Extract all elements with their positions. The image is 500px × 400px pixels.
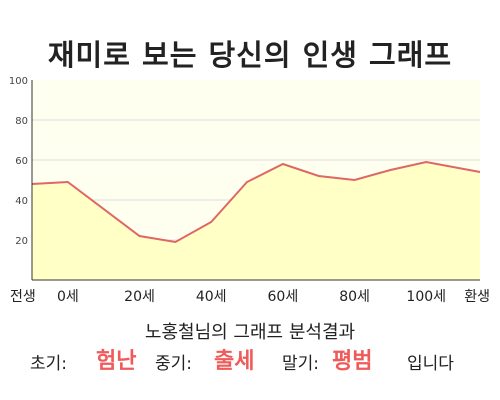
analysis-caption: 노홍철님의 그래프 분석결과 xyxy=(144,322,356,343)
middle-value: 출세 xyxy=(214,349,255,374)
life-area-fill xyxy=(32,162,480,280)
y-tick-label: 20 xyxy=(15,236,28,247)
y-tick-labels: 20 40 60 80 100 xyxy=(9,76,28,247)
x-tick-label: 60세 xyxy=(268,289,299,305)
x-tick-label: 전생 xyxy=(10,289,36,305)
analysis-result: 초기: 험난 중기: 출세 말기: 평범 입니다 xyxy=(0,345,500,381)
page-title: 재미로 보는 당신의 인생 그래프 xyxy=(47,38,453,72)
x-tick-label: 0세 xyxy=(57,289,79,305)
x-tick-label: 40세 xyxy=(196,289,227,305)
x-tick-label: 80세 xyxy=(339,289,370,305)
late-value: 평범 xyxy=(332,349,373,374)
x-tick-label: 환생 xyxy=(464,289,490,305)
middle-label: 중기: xyxy=(155,354,193,374)
early-value: 험난 xyxy=(96,349,137,374)
y-tick-label: 80 xyxy=(15,116,28,127)
x-tick-labels: 전생 0세 20세 40세 60세 80세 100세 환생 xyxy=(10,289,490,305)
y-tick-label: 60 xyxy=(15,156,28,167)
x-tick-label: 100세 xyxy=(406,289,446,305)
x-tick-label: 20세 xyxy=(124,289,155,305)
life-line xyxy=(31,160,481,244)
early-label: 초기: xyxy=(30,354,68,374)
y-tick-label: 40 xyxy=(15,196,28,207)
late-label: 말기: xyxy=(282,354,320,374)
result-ending: 입니다 xyxy=(407,354,454,374)
y-tick-label: 100 xyxy=(9,76,28,87)
life-graph-chart: 20 40 60 80 100 전생 0세 20세 40세 60세 80세 100세 환생 xyxy=(9,76,490,305)
